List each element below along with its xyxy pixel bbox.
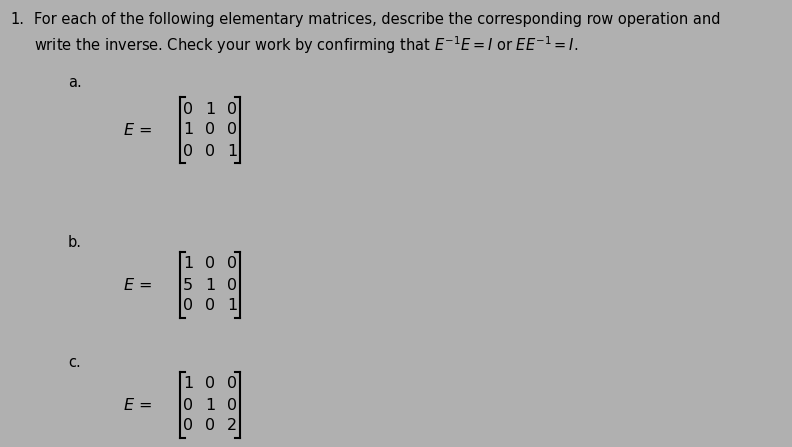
Text: 0: 0 <box>227 122 237 138</box>
Text: 1: 1 <box>183 257 193 271</box>
Text: 1: 1 <box>227 299 237 313</box>
Text: 1: 1 <box>205 278 215 292</box>
Text: 0: 0 <box>205 418 215 434</box>
Text: write the inverse. Check your work by confirming that $E^{-1}E = I$ or $EE^{-1} : write the inverse. Check your work by co… <box>34 34 578 56</box>
Text: 2: 2 <box>227 418 237 434</box>
Text: 0: 0 <box>183 143 193 159</box>
Text: c.: c. <box>68 355 81 370</box>
Text: 0: 0 <box>227 376 237 392</box>
Text: For each of the following elementary matrices, describe the corresponding row op: For each of the following elementary mat… <box>34 12 721 27</box>
Text: 0: 0 <box>205 122 215 138</box>
Text: 0: 0 <box>205 143 215 159</box>
Text: 1.: 1. <box>10 12 24 27</box>
Text: $E$ =: $E$ = <box>123 397 152 413</box>
Text: b.: b. <box>68 235 82 250</box>
Text: 1: 1 <box>183 376 193 392</box>
Text: 1: 1 <box>227 143 237 159</box>
Text: 0: 0 <box>183 418 193 434</box>
Text: 0: 0 <box>183 101 193 117</box>
Text: 0: 0 <box>227 257 237 271</box>
Text: 0: 0 <box>227 101 237 117</box>
Text: 1: 1 <box>205 101 215 117</box>
Text: 0: 0 <box>205 257 215 271</box>
Text: 0: 0 <box>227 397 237 413</box>
Text: 0: 0 <box>183 299 193 313</box>
Text: 0: 0 <box>183 397 193 413</box>
Text: a.: a. <box>68 75 82 90</box>
Text: 1: 1 <box>205 397 215 413</box>
Text: 0: 0 <box>227 278 237 292</box>
Text: $E$ =: $E$ = <box>123 277 152 293</box>
Text: 0: 0 <box>205 376 215 392</box>
Text: $E$ =: $E$ = <box>123 122 152 138</box>
Text: 1: 1 <box>183 122 193 138</box>
Text: 0: 0 <box>205 299 215 313</box>
Text: 5: 5 <box>183 278 193 292</box>
